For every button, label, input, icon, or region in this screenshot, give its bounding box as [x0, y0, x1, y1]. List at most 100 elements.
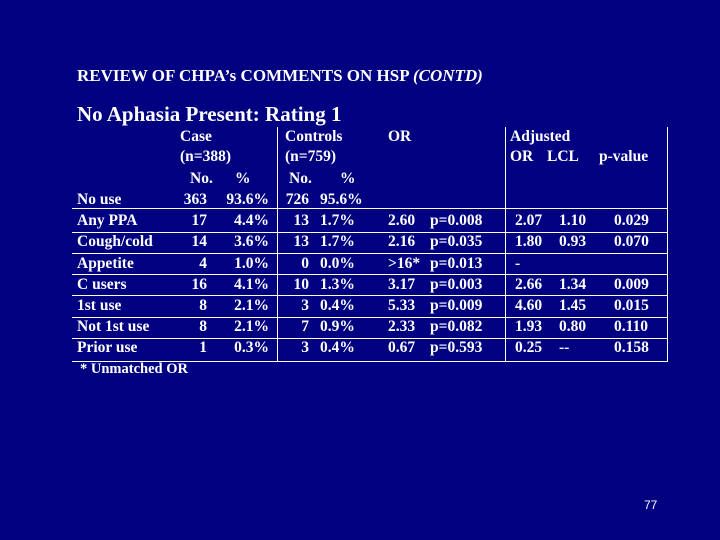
table-cell: 4 — [199, 254, 207, 272]
table-cell: 0.3% — [234, 339, 269, 357]
row-label: C users — [77, 275, 127, 293]
row-label: Cough/cold — [77, 233, 153, 251]
table-cell: 2.66 — [515, 275, 543, 293]
slide-title: REVIEW OF CHPA’s COMMENTS ON HSP (CONTD) — [77, 66, 483, 86]
table-cell: 3.17 — [388, 275, 416, 293]
table-cell: 4.1% — [234, 275, 269, 293]
table-cell: p=0.593 — [430, 339, 483, 357]
table-cell: 0.110 — [614, 318, 649, 336]
slide-subtitle: No Aphasia Present: Rating 1 — [77, 102, 342, 126]
table-cell: 363 — [183, 191, 207, 208]
table-cell: 0.0% — [320, 254, 355, 272]
table-cell: 726 — [285, 191, 309, 208]
header-controls-no: No. — [289, 170, 312, 187]
row-divider — [72, 295, 668, 297]
slide-title-main: REVIEW OF CHPA’s COMMENTS ON HSP — [77, 66, 409, 85]
header-controls: Controls — [285, 128, 343, 145]
header-or: OR — [388, 128, 412, 145]
table-cell: >16* — [388, 254, 421, 272]
table-cell: p=0.003 — [430, 275, 483, 293]
slide-title-contd: (CONTD) — [412, 66, 483, 85]
table-cell: 2.1% — [234, 297, 269, 314]
table-cell: 2.16 — [388, 233, 416, 251]
row-label: No use — [77, 191, 122, 208]
row-divider — [72, 274, 668, 276]
table-cell: 2.60 — [388, 212, 416, 230]
row-label: Any PPA — [77, 212, 138, 230]
table-cell: 0.015 — [614, 297, 649, 314]
table-cell: p=0.082 — [430, 318, 483, 336]
header-case-n: (n=388) — [180, 148, 232, 165]
table-cell: p=0.035 — [430, 233, 483, 251]
header-adjusted-or: OR — [510, 148, 534, 165]
header-pvalue: p-value — [599, 148, 649, 165]
table-cell: 0.9% — [320, 318, 355, 336]
row-label: Prior use — [77, 339, 138, 357]
column-divider — [667, 127, 668, 362]
table-cell: 1.80 — [515, 233, 543, 251]
footnote: * Unmatched OR — [80, 361, 188, 377]
table-cell: 13 — [293, 212, 310, 230]
table-cell: 8 — [199, 318, 207, 336]
table-cell: 10 — [293, 275, 310, 293]
table-cell: 0.4% — [320, 339, 355, 357]
table-cell: 1.45 — [559, 297, 587, 314]
table-cell: p=0.009 — [430, 297, 483, 314]
table-cell: 1.3% — [320, 275, 355, 293]
row-divider — [72, 337, 668, 339]
table-cell: 0.67 — [388, 339, 416, 357]
page-number: 77 — [644, 498, 658, 512]
table-cell: 1.0% — [234, 254, 269, 272]
table-cell: p=0.008 — [430, 212, 483, 230]
table-cell: 4.60 — [515, 297, 543, 314]
table-cell: 8 — [199, 297, 207, 314]
table-cell: 13 — [293, 233, 310, 251]
table-cell: 0.93 — [559, 233, 587, 251]
table-cell: 0.80 — [559, 318, 587, 336]
table-cell: 1.10 — [559, 212, 587, 230]
table-cell: 2.1% — [234, 318, 269, 336]
row-divider — [72, 316, 668, 318]
row-divider — [72, 231, 668, 233]
table-cell: 1 — [199, 339, 207, 357]
table-cell: 3 — [301, 297, 309, 314]
column-divider — [277, 127, 278, 362]
header-case-no: No. — [190, 170, 213, 187]
table-cell: 2.07 — [515, 212, 543, 230]
table-cell: 7 — [301, 318, 309, 336]
table-cell: 0.158 — [614, 339, 649, 357]
row-divider — [72, 361, 668, 362]
row-divider — [72, 252, 668, 254]
table-cell: 0.25 — [515, 339, 543, 357]
table-cell: 4.4% — [234, 212, 269, 230]
table-cell: 1.7% — [320, 233, 355, 251]
table-cell: 1.93 — [515, 318, 543, 336]
table-cell: 14 — [191, 233, 208, 251]
table-cell: 1.34 — [559, 275, 587, 293]
table-cell: 16 — [191, 275, 208, 293]
table-cell: p=0.013 — [430, 254, 483, 272]
table-cell: -- — [559, 339, 570, 357]
table-cell: 95.6% — [320, 191, 363, 208]
table-cell: 3 — [301, 339, 309, 357]
table-cell: 2.33 — [388, 318, 416, 336]
row-label: Appetite — [77, 254, 134, 272]
row-label: 1st use — [77, 297, 122, 314]
header-case-pct: % — [235, 170, 251, 187]
table-cell: 0.029 — [614, 212, 649, 230]
table-cell: - — [515, 254, 521, 272]
table-cell: 0 — [301, 254, 309, 272]
column-divider — [505, 127, 506, 362]
table-cell: 17 — [191, 212, 208, 230]
header-controls-n: (n=759) — [285, 148, 337, 165]
row-divider — [72, 208, 668, 209]
table-cell: 5.33 — [388, 297, 416, 314]
table-cell: 3.6% — [234, 233, 269, 251]
table-cell: 0.070 — [614, 233, 649, 251]
table-cell: 93.6% — [226, 191, 269, 208]
table-cell: 1.7% — [320, 212, 355, 230]
table-cell: 0.009 — [614, 275, 649, 293]
header-lcl: LCL — [547, 148, 579, 165]
row-label: Not 1st use — [77, 318, 150, 336]
table-cell: 0.4% — [320, 297, 355, 314]
